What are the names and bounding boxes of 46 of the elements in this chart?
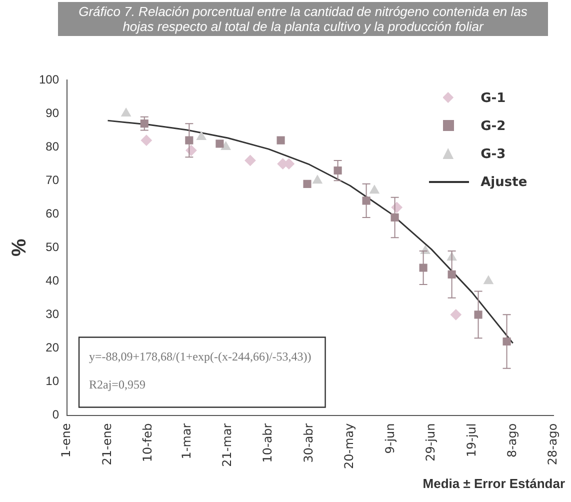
y-axis-title: %	[8, 238, 31, 257]
y-tick-label: 30	[46, 306, 60, 321]
y-tick-label: 40	[46, 273, 60, 288]
point	[220, 142, 231, 150]
y-tick-label: 20	[46, 340, 60, 355]
x-tick-label: 1-mar	[179, 423, 194, 460]
point	[244, 154, 256, 166]
annotation: R2aj=0,959	[89, 377, 146, 392]
y-tick-label: 70	[46, 172, 60, 187]
x-tick-label: 1-ene	[59, 423, 74, 458]
x-tick-label: 29-jun	[424, 423, 438, 462]
point	[502, 337, 511, 346]
x-tick-label: 28-ago	[546, 423, 560, 466]
point	[312, 175, 322, 184]
x-tick-label: 19-jul	[464, 423, 478, 458]
x-tick-label: 10-abr	[260, 423, 275, 463]
legend-label: G-3	[480, 146, 506, 162]
point	[450, 309, 462, 320]
y-tick-label: 90	[46, 106, 60, 120]
x-tick-label: 21-mar	[220, 423, 234, 467]
y-tick-label: 100	[38, 72, 60, 86]
y-tick-label: 10	[46, 374, 60, 388]
point	[303, 180, 312, 188]
chart-title: Gráfico 7. Relación porcentual entre la cantidad de nitrógeno contenida en las hojas respecto al total de la planta cultivo y la producción foliar	[58, 2, 548, 36]
x-tick-label: 8-ago	[505, 423, 520, 458]
point	[196, 131, 206, 140]
point	[370, 185, 380, 194]
point	[216, 140, 224, 148]
x-tick-label: 30-abr	[301, 423, 316, 463]
legend-label: G-2	[480, 118, 506, 134]
x-tick-label: 20-may	[342, 423, 356, 470]
y-tick-label: 50	[46, 240, 60, 254]
text: Media ± Error Estándar	[422, 476, 565, 491]
y-tick-label: 60	[46, 206, 60, 220]
point	[474, 310, 482, 319]
x-tick-label: 21-ene	[100, 423, 114, 466]
y-tick-label: 0	[52, 408, 60, 422]
point	[419, 264, 428, 272]
legend-label: Ajuste	[480, 174, 528, 190]
legend-label: G-1	[480, 90, 506, 106]
y-tick-label: 80	[46, 139, 60, 154]
point	[484, 276, 494, 284]
x-tick-label: 10-feb	[140, 423, 155, 462]
annotation: y=-88,09+178,68/(1+exp(-(x-244,66)/-53,43))	[89, 349, 312, 364]
x-tick-label: 9-jun	[382, 423, 397, 454]
point	[276, 136, 285, 144]
